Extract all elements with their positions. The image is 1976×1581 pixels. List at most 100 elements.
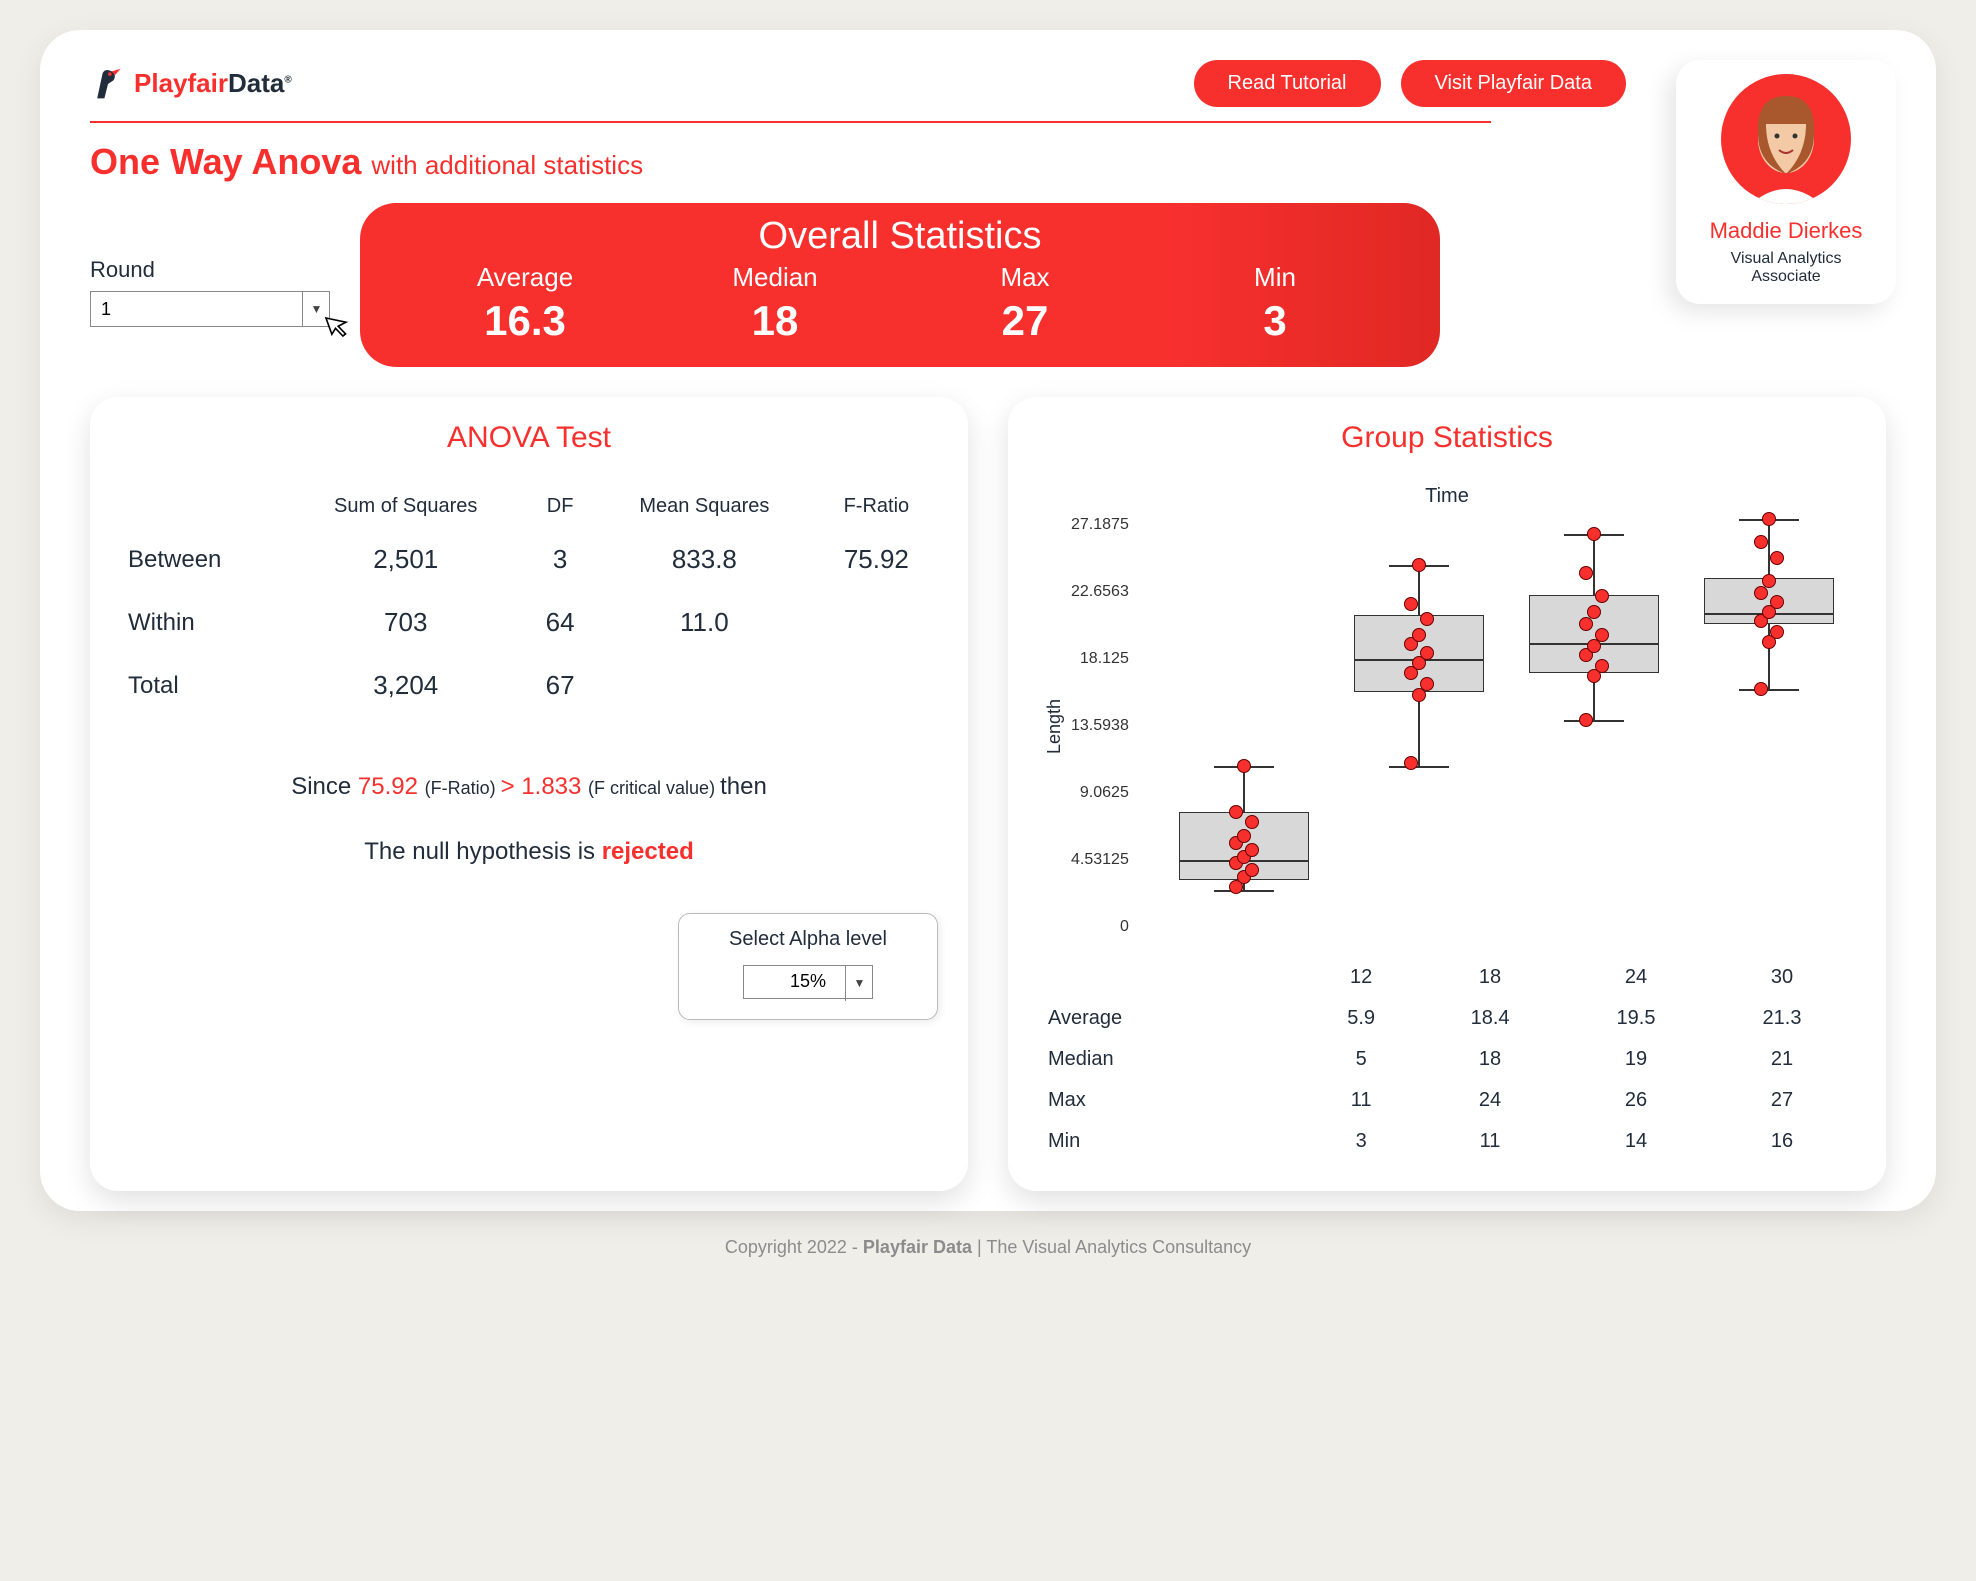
whisker-cap <box>1739 689 1799 691</box>
anova-col-header: Sum of Squares <box>285 485 526 528</box>
group-stats-table: 12182430 Average5.918.419.521.3 Median51… <box>1038 956 1856 1163</box>
group-stat-cell: 5 <box>1306 1040 1416 1079</box>
cursor-icon <box>321 309 357 349</box>
playfair-logo-icon <box>90 66 126 102</box>
overall-stat: Average 16.3 <box>400 262 650 345</box>
anova-col-header: DF <box>526 485 594 528</box>
anova-row: Within 703 64 11.0 <box>120 591 938 654</box>
round-select[interactable]: 1 <box>90 291 330 327</box>
group-stat-cell: 19.5 <box>1564 999 1708 1038</box>
group-x-label: 12 <box>1306 958 1416 997</box>
header: PlayfairData® Read Tutorial Visit Playfa… <box>90 60 1886 107</box>
chart-ylabel: Length <box>1038 516 1071 936</box>
chart-point <box>1754 682 1768 696</box>
group-stat-label: Min <box>1040 1122 1304 1161</box>
chart-point <box>1404 756 1418 770</box>
whisker-cap <box>1389 766 1449 768</box>
anova-cell <box>815 654 938 717</box>
stat-value: 16.3 <box>400 297 650 345</box>
chart-point <box>1754 535 1768 549</box>
avatar-icon <box>1731 84 1841 204</box>
chart-point <box>1762 512 1776 526</box>
whisker <box>1418 565 1420 614</box>
chart-group <box>1157 516 1332 936</box>
anova-table: Sum of SquaresDFMean SquaresF-Ratio Betw… <box>120 485 938 717</box>
anova-cell: 833.8 <box>594 528 815 591</box>
anova-row-label: Within <box>120 591 285 654</box>
chart-point <box>1412 628 1426 642</box>
chart-point <box>1579 713 1593 727</box>
y-tick: 4.53125 <box>1071 851 1129 869</box>
whisker-cap <box>1214 890 1274 892</box>
chart-point <box>1762 574 1776 588</box>
chart-group <box>1681 516 1856 936</box>
visit-playfair-button[interactable]: Visit Playfair Data <box>1401 60 1626 107</box>
stat-label: Min <box>1150 262 1400 293</box>
anova-cell: 3 <box>526 528 594 591</box>
stat-value: 27 <box>900 297 1150 345</box>
read-tutorial-button[interactable]: Read Tutorial <box>1194 60 1381 107</box>
group-stat-row: Min3111416 <box>1040 1122 1854 1161</box>
anova-cell <box>594 654 815 717</box>
chart-point <box>1587 527 1601 541</box>
chart-point <box>1245 843 1259 857</box>
round-label: Round <box>90 257 330 283</box>
overall-stat: Max 27 <box>900 262 1150 345</box>
group-stat-row: Max11242627 <box>1040 1081 1854 1120</box>
chart-point <box>1404 597 1418 611</box>
group-stat-cell: 27 <box>1710 1081 1854 1120</box>
anova-cell: 703 <box>285 591 526 654</box>
page-title: One Way Anovawith additional statistics <box>90 141 1886 183</box>
chart-point <box>1412 558 1426 572</box>
y-tick: 0 <box>1120 918 1129 936</box>
chart-point <box>1595 589 1609 603</box>
chart-point <box>1595 628 1609 642</box>
stat-label: Max <box>900 262 1150 293</box>
chart-group <box>1332 516 1507 936</box>
group-stat-row: Median5181921 <box>1040 1040 1854 1079</box>
y-tick: 13.5938 <box>1071 717 1129 735</box>
group-x-label: 30 <box>1710 958 1854 997</box>
overall-heading: Overall Statistics <box>400 215 1400 258</box>
alpha-select[interactable]: 15% <box>743 965 873 999</box>
anova-cell: 64 <box>526 591 594 654</box>
y-tick: 18.125 <box>1080 650 1129 668</box>
whisker <box>1768 519 1770 578</box>
group-stat-cell: 5.9 <box>1306 999 1416 1038</box>
profile-role: Visual AnalyticsAssociate <box>1700 250 1872 286</box>
anova-cell <box>815 591 938 654</box>
chart-point <box>1770 595 1784 609</box>
dashboard-card: PlayfairData® Read Tutorial Visit Playfa… <box>40 30 1936 1211</box>
group-stat-cell: 21 <box>1710 1040 1854 1079</box>
chart-point <box>1579 566 1593 580</box>
overall-stat: Min 3 <box>1150 262 1400 345</box>
boxplot-chart <box>1137 516 1856 936</box>
y-tick: 9.0625 <box>1080 784 1129 802</box>
anova-panel: ANOVA Test Sum of SquaresDFMean SquaresF… <box>90 397 968 1191</box>
group-stat-cell: 3 <box>1306 1122 1416 1161</box>
group-stat-cell: 14 <box>1564 1122 1708 1161</box>
chart-point <box>1595 659 1609 673</box>
chart-point <box>1237 759 1251 773</box>
group-x-label: 24 <box>1564 958 1708 997</box>
group-stat-cell: 24 <box>1418 1081 1562 1120</box>
anova-col-header: F-Ratio <box>815 485 938 528</box>
overall-stats-panel: Overall Statistics Average 16.3 Median 1… <box>360 203 1440 367</box>
group-title: Group Statistics <box>1038 421 1856 455</box>
group-stat-cell: 26 <box>1564 1081 1708 1120</box>
group-stat-cell: 16 <box>1710 1122 1854 1161</box>
group-stat-label: Max <box>1040 1081 1304 1120</box>
box <box>1354 615 1484 692</box>
chart-point <box>1770 551 1784 565</box>
chart-point <box>1420 612 1434 626</box>
anova-cell: 3,204 <box>285 654 526 717</box>
y-tick: 22.6563 <box>1071 583 1129 601</box>
chart-point <box>1245 863 1259 877</box>
stat-label: Average <box>400 262 650 293</box>
anova-cell: 67 <box>526 654 594 717</box>
anova-conclusion: Since 75.92 (F-Ratio) > 1.833 (F critica… <box>120 767 938 873</box>
anova-row: Total 3,204 67 <box>120 654 938 717</box>
anova-row: Between 2,501 3 833.8 75.92 <box>120 528 938 591</box>
anova-cell: 2,501 <box>285 528 526 591</box>
anova-row-label: Total <box>120 654 285 717</box>
